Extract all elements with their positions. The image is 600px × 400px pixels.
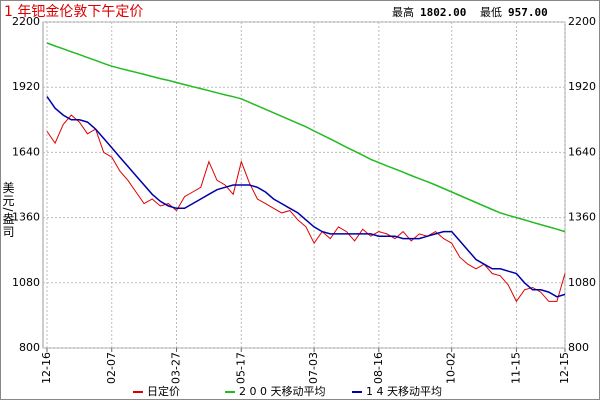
legend-label: 2 0 0 天移动平均 [239, 385, 326, 398]
x-tick-label: 12-15 [558, 352, 571, 384]
x-tick-label: 03-27 [170, 352, 183, 384]
low-label: 最低 [480, 6, 502, 19]
y-axis-label: 美元/盎司 [1, 181, 15, 238]
x-tick-label: 08-16 [372, 352, 385, 384]
y-tick-label: 800 [19, 341, 40, 354]
y-tick-label: 1640 [12, 145, 40, 158]
x-tick-label: 10-02 [445, 352, 458, 384]
y-tick-label: 1080 [12, 276, 40, 289]
chart-title: 1 年钯金伦敦下午定价 [4, 4, 143, 20]
plot-area [42, 21, 566, 349]
y2-tick-label: 1920 [568, 80, 596, 93]
y-tick-label: 1920 [12, 80, 40, 93]
y2-tick-label: 1640 [568, 145, 596, 158]
x-tick-label: 11-15 [509, 352, 522, 384]
y2-tick-label: 1360 [568, 211, 596, 224]
series-line [46, 96, 566, 298]
high-value: 1802.00 [420, 6, 466, 19]
legend-label: 日定价 [147, 384, 180, 398]
x-tick-label: 05-17 [234, 352, 247, 384]
high-label: 最高 [392, 5, 414, 19]
y-tick-label: 2200 [12, 15, 40, 28]
y2-tick-label: 2200 [568, 15, 596, 28]
x-tick-label: 07-03 [307, 352, 320, 384]
x-tick-label: 12-16 [40, 352, 53, 384]
x-tick-label: 02-07 [105, 352, 118, 384]
legend-label: 1 4 天移动平均 [366, 385, 442, 398]
series-line [46, 42, 566, 233]
low-value: 957.00 [508, 6, 548, 19]
y2-tick-label: 1080 [568, 276, 596, 289]
y2-tick-label: 800 [568, 341, 589, 354]
y-tick-label: 1360 [12, 211, 40, 224]
series-line [46, 114, 566, 303]
